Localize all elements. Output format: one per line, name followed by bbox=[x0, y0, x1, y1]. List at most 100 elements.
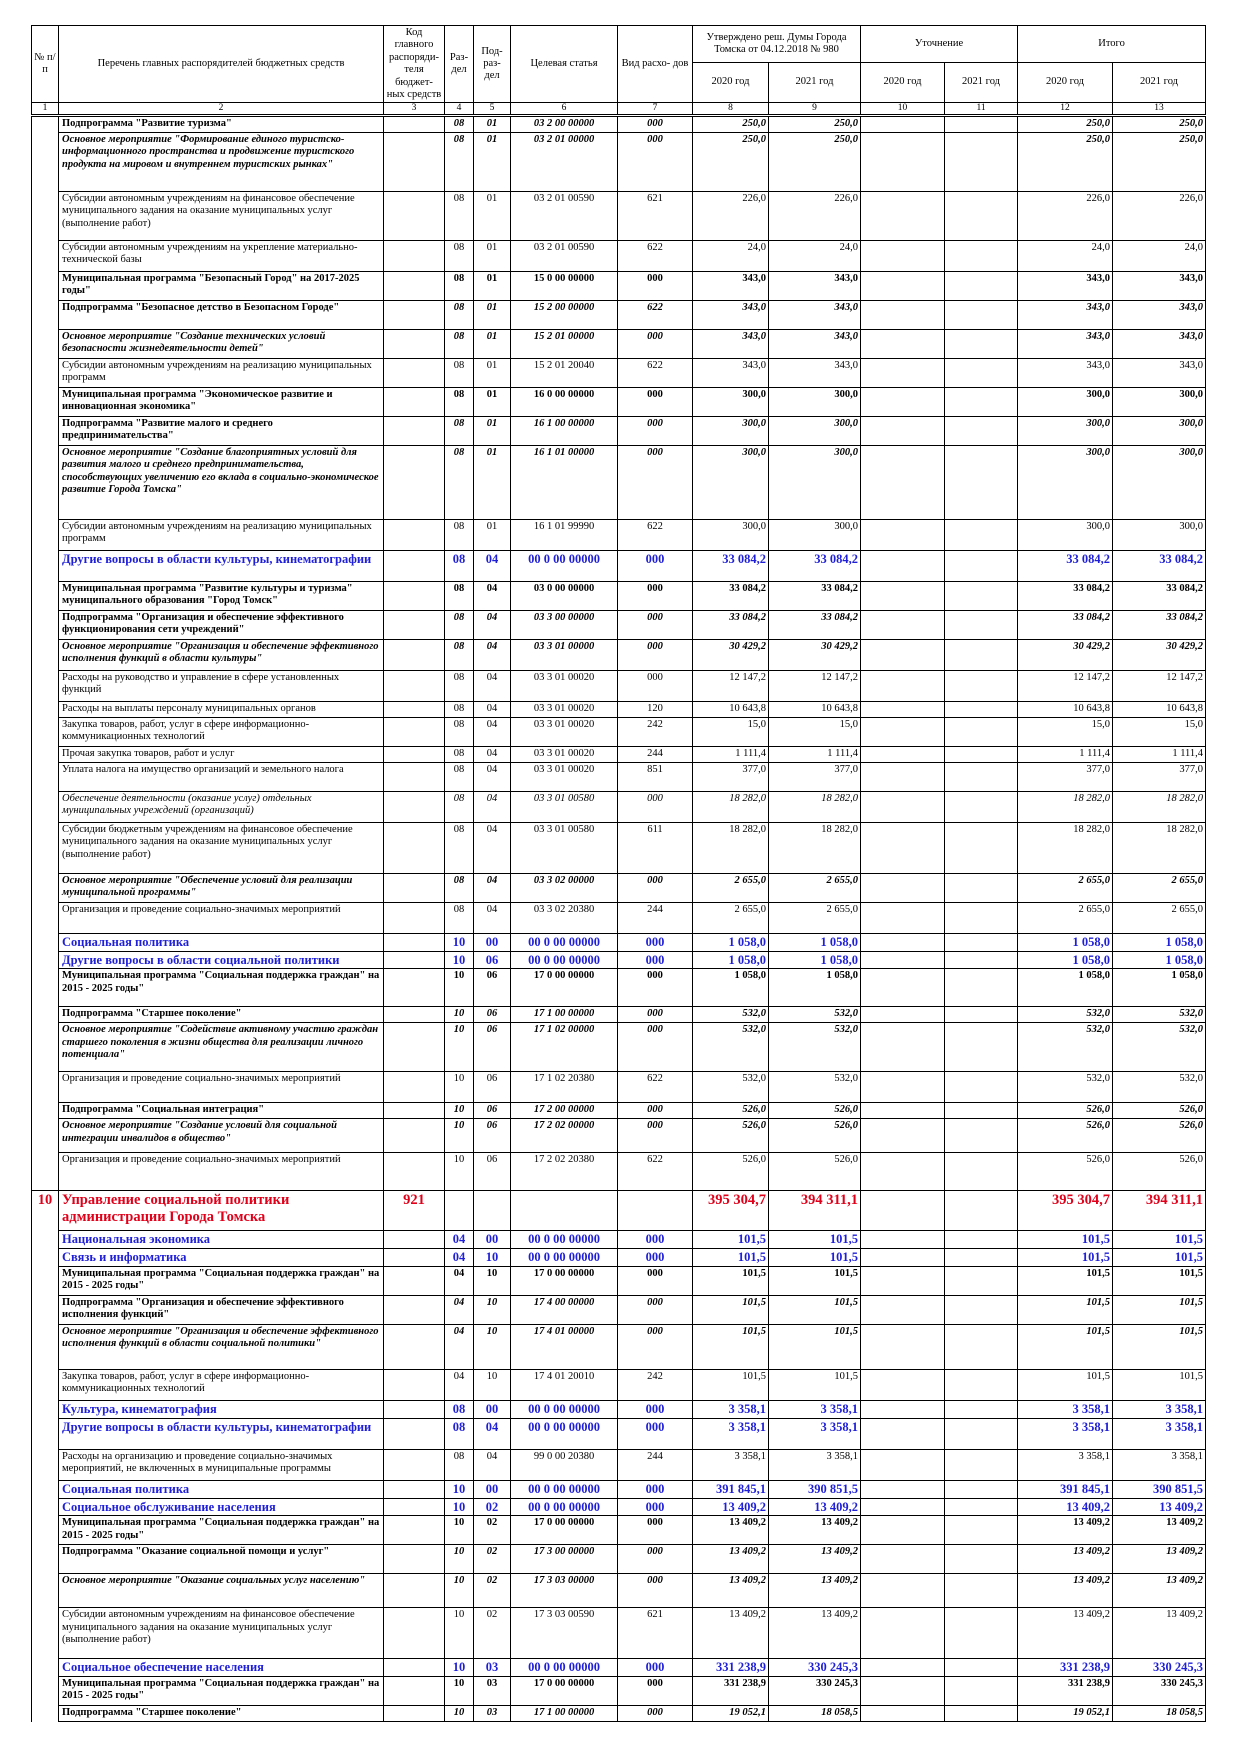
cell-vr: 000 bbox=[617, 872, 693, 903]
cell-t21: 18 282,0 bbox=[1112, 790, 1207, 823]
cell-prz: 01 bbox=[473, 115, 511, 133]
cell-y21: 300,0 bbox=[767, 518, 862, 551]
cell-num bbox=[31, 240, 59, 272]
header-cell: Целевая статья bbox=[510, 24, 618, 104]
cell-rz: 10 bbox=[444, 1515, 474, 1546]
cell-cs: 17 3 00 00000 bbox=[510, 1544, 618, 1575]
cell-num bbox=[31, 639, 59, 671]
cell-prz bbox=[473, 1190, 511, 1232]
cell-rz: 10 bbox=[444, 1573, 474, 1609]
cell-u20 bbox=[860, 444, 946, 520]
cell-u20 bbox=[860, 901, 946, 934]
cell-name: Субсидии автономным учреждениям на финан… bbox=[58, 190, 384, 241]
cell-cs: 00 0 00 00000 bbox=[510, 1479, 618, 1499]
cell-num bbox=[31, 1573, 59, 1608]
cell-y20: 13 409,2 bbox=[692, 1607, 769, 1660]
cell-cs: 15 2 01 00000 bbox=[510, 328, 618, 359]
cell-u20 bbox=[860, 270, 946, 301]
cell-y21: 13 409,2 bbox=[767, 1573, 862, 1609]
cell-u21 bbox=[944, 1515, 1019, 1546]
cell-t21: 532,0 bbox=[1112, 1006, 1207, 1024]
cell-t20: 19 052,1 bbox=[1017, 1705, 1114, 1723]
cell-vr: 000 bbox=[617, 1705, 693, 1723]
cell-t20: 13 409,2 bbox=[1017, 1573, 1114, 1609]
cell-code bbox=[383, 1006, 445, 1024]
cell-rz: 08 bbox=[444, 638, 474, 671]
cell-y20: 3 358,1 bbox=[692, 1400, 769, 1419]
cell-t21: 343,0 bbox=[1112, 357, 1207, 388]
cell-num bbox=[31, 822, 59, 874]
cell-cs: 15 2 01 20040 bbox=[510, 357, 618, 388]
cell-vr: 000 bbox=[617, 444, 693, 520]
cell-rz: 10 bbox=[444, 932, 474, 952]
cell-t20: 526,0 bbox=[1017, 1118, 1114, 1154]
cell-y21: 532,0 bbox=[767, 1006, 862, 1024]
cell-rz: 08 bbox=[444, 609, 474, 640]
table-row: Расходы на выплаты персоналу муниципальн… bbox=[31, 700, 1207, 718]
cell-y21: 250,0 bbox=[767, 131, 862, 192]
cell-t21: 33 084,2 bbox=[1112, 580, 1207, 611]
cell-cs: 17 4 01 20010 bbox=[510, 1369, 618, 1402]
cell-y21: 343,0 bbox=[767, 357, 862, 388]
cell-num bbox=[31, 746, 59, 763]
cell-u20 bbox=[860, 1607, 946, 1660]
cell-t20: 1 058,0 bbox=[1017, 950, 1114, 970]
cell-y20: 13 409,2 bbox=[692, 1573, 769, 1609]
cell-code bbox=[383, 270, 445, 301]
cell-cs: 17 1 02 20380 bbox=[510, 1071, 618, 1104]
cell-rz: 08 bbox=[444, 1400, 474, 1419]
cell-vr: 622 bbox=[617, 357, 693, 388]
cell-prz: 10 bbox=[473, 1248, 511, 1268]
cell-name: Муниципальная программа "Социальная подд… bbox=[58, 968, 384, 1008]
cell-num bbox=[31, 329, 59, 359]
cell-cs: 15 2 00 00000 bbox=[510, 299, 618, 330]
cell-t20: 250,0 bbox=[1017, 131, 1114, 192]
cell-rz: 08 bbox=[444, 415, 474, 446]
cell-num bbox=[31, 1152, 59, 1191]
cell-cs: 17 2 00 00000 bbox=[510, 1102, 618, 1120]
cell-u21 bbox=[944, 1118, 1019, 1154]
cell-u20 bbox=[860, 1022, 946, 1073]
cell-rz: 08 bbox=[444, 444, 474, 520]
header-cell: № п/п bbox=[31, 24, 59, 104]
cell-u21 bbox=[944, 1573, 1019, 1609]
cell-y21: 18 282,0 bbox=[767, 821, 862, 874]
cell-u20 bbox=[860, 1448, 946, 1481]
cell-u20 bbox=[860, 1118, 946, 1154]
cell-u20 bbox=[860, 357, 946, 388]
cell-y20: 13 409,2 bbox=[692, 1497, 769, 1517]
cell-t20: 343,0 bbox=[1017, 299, 1114, 330]
budget-table: № п/п Перечень главных распорядителей бю… bbox=[31, 24, 1207, 1723]
cell-name: Закупка товаров, работ, услуг в сфере ин… bbox=[58, 1369, 384, 1402]
cell-code bbox=[383, 444, 445, 520]
cell-t21: 13 409,2 bbox=[1112, 1607, 1207, 1660]
cell-y21: 3 358,1 bbox=[767, 1417, 862, 1450]
cell-t21: 1 058,0 bbox=[1112, 932, 1207, 952]
cell-u20 bbox=[860, 790, 946, 823]
cell-cs: 00 0 00 00000 bbox=[510, 1400, 618, 1419]
cell-y21: 101,5 bbox=[767, 1230, 862, 1250]
cell-prz: 00 bbox=[473, 932, 511, 952]
cell-name: Основное мероприятие "Организация и обес… bbox=[58, 1324, 384, 1371]
cell-code bbox=[383, 1607, 445, 1660]
cell-prz: 10 bbox=[473, 1295, 511, 1326]
cell-t20: 101,5 bbox=[1017, 1324, 1114, 1371]
cell-cs: 17 1 00 00000 bbox=[510, 1006, 618, 1024]
cell-name: Управление социальной политики администр… bbox=[58, 1190, 384, 1232]
cell-t21: 15,0 bbox=[1112, 716, 1207, 747]
cell-vr: 611 bbox=[617, 821, 693, 874]
cell-cs: 00 0 00 00000 bbox=[510, 932, 618, 952]
cell-name: Субсидии автономным учреждениям на финан… bbox=[58, 1607, 384, 1660]
table-row: Подпрограмма "Организация и обеспечение … bbox=[31, 609, 1207, 640]
table-row: Субсидии автономным учреждениям на укреп… bbox=[31, 239, 1207, 272]
table-row: Муниципальная программа "Социальная подд… bbox=[31, 1515, 1207, 1546]
cell-vr: 000 bbox=[617, 609, 693, 640]
cell-u21 bbox=[944, 415, 1019, 446]
cell-rz: 08 bbox=[444, 131, 474, 192]
table-row: Социальная политика 10 00 00 0 00 00000 000 1… bbox=[31, 932, 1207, 952]
cell-num bbox=[31, 1369, 59, 1401]
cell-y20: 300,0 bbox=[692, 386, 769, 417]
cell-code bbox=[383, 669, 445, 702]
cell-u20 bbox=[860, 328, 946, 359]
cell-y21: 33 084,2 bbox=[767, 609, 862, 640]
